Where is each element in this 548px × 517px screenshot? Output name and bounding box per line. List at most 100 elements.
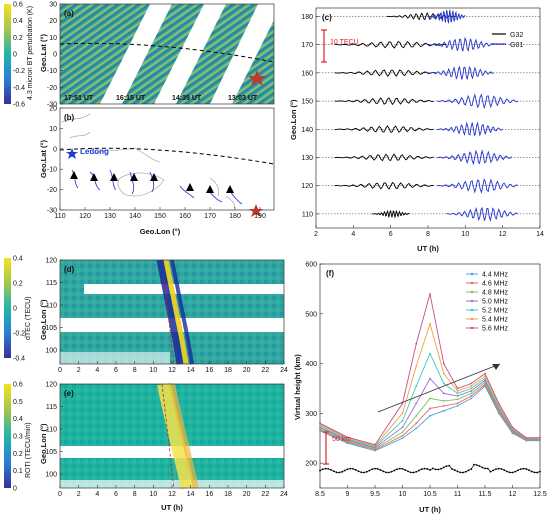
panel-f-xlabel: UT (h) (419, 505, 441, 514)
panel-b-xlabel: Geo.Lon (°) (140, 227, 181, 236)
ytick-label: 20 (49, 18, 57, 25)
xtick-label: 4 (95, 491, 99, 498)
tec-trace (334, 69, 438, 77)
xtick-label: 110 (54, 213, 65, 220)
legend-label: 4.8 MHz (482, 290, 509, 297)
ytick-label: 300 (305, 411, 317, 418)
panel-f-lines (319, 292, 541, 452)
ytick-label: 0 (53, 146, 57, 153)
ytick-label: 10 (49, 35, 57, 42)
tec-trace (427, 9, 466, 25)
xtick-label: 4 (351, 231, 355, 238)
legend-g01: G01 (510, 42, 523, 49)
xtick-label: 16 (205, 367, 213, 374)
height-trace (319, 464, 541, 473)
ytick-label: 180 (301, 14, 313, 21)
xtick-label: 12 (499, 231, 507, 238)
satellite-marker (150, 173, 158, 181)
ytick-label: 115 (46, 404, 57, 411)
xtick-label: 10.5 (423, 491, 437, 498)
panel-c-xticks: 2 4 6 8 10 12 14 (314, 225, 544, 238)
ionogram-point (442, 404, 445, 407)
tec-trace (334, 125, 434, 133)
ionogram-point (415, 427, 418, 430)
ionogram-point (470, 382, 473, 385)
ionogram-point (470, 395, 473, 397)
ytick-label: 115 (46, 280, 57, 287)
ionogram-point (539, 436, 541, 439)
tec-trace (334, 153, 434, 162)
panel-d-xticks: 0 2 4 6 8 10 12 14 16 18 20 22 24 (58, 361, 288, 374)
satellite-marker (206, 185, 214, 193)
ionogram-point (415, 385, 418, 387)
xtick-label: 10 (399, 491, 407, 498)
colorbar-tick-label: 0 (13, 52, 17, 59)
ionogram-point (456, 390, 459, 392)
ionogram-point (470, 385, 473, 387)
legend-label: 5.0 MHz (482, 299, 509, 306)
ionogram-point (456, 395, 459, 397)
satellite-markers (70, 171, 234, 193)
xtick-label: 8.5 (315, 491, 325, 498)
xtick-label: 0 (58, 367, 62, 374)
ionogram-point (401, 434, 404, 437)
ionogram-point (456, 392, 459, 395)
xtick-label: 11 (454, 491, 461, 498)
tec-trace (446, 206, 518, 223)
scale-bar-10tecu: 10 TECU (321, 29, 359, 63)
xtick-label: 2 (314, 231, 318, 238)
panel-e-xticks: 0 2 4 6 8 10 12 14 16 18 20 22 24 (58, 485, 288, 498)
colorbar-a-label: 4.3 micron BT perturbation (K) (27, 6, 34, 100)
ytick-label: -20 (47, 187, 57, 194)
xtick-label: 2 (77, 367, 81, 374)
colorbar-a (4, 4, 11, 104)
ionogram-point (374, 443, 376, 446)
xtick-label: 6 (114, 491, 118, 498)
tec-trace (437, 93, 518, 110)
xtick-label: 10 (149, 491, 157, 498)
tec-trace (437, 121, 503, 137)
ionogram-point (415, 365, 418, 367)
xtick-label: 14 (187, 367, 195, 374)
xtick-label: 22 (261, 491, 269, 498)
panel-e-xlabel: UT (h) (161, 503, 183, 512)
ionogram-point (511, 426, 514, 429)
colorbar-tick-label: 0 (13, 486, 17, 493)
ionogram-point (456, 402, 459, 405)
ionogram-point (401, 431, 404, 434)
ionogram-point (429, 377, 431, 380)
panel-a: 0.6 0.4 0.2 0 -0.2 -0.4 -0.6 4.3 micron BT per… (4, 2, 275, 109)
ytick-label: 150 (301, 99, 313, 106)
panel-f-xticks: 8.5 9 9.5 10 10.5 11 11.5 12 12.5 (315, 485, 547, 498)
ytick-label: 105 (45, 325, 57, 332)
colorbar-tick-label: -0.2 (13, 331, 25, 338)
ionogram-point (442, 409, 445, 412)
time-label-3: 14:39 UT (172, 95, 202, 102)
ytick-label: 600 (305, 262, 317, 269)
ledong-label: Ledong (80, 147, 109, 156)
xtick-label: 6 (114, 367, 118, 374)
panel-c-label: (c) (322, 13, 332, 22)
legend-label: 5.6 MHz (482, 326, 509, 333)
tec-trace (437, 149, 513, 166)
colorbar-tick-label: 0.4 (13, 18, 23, 25)
xtick-label: 11.5 (478, 491, 491, 498)
colorbar-tick-label: 0.5 (13, 399, 23, 406)
ionogram-point (470, 390, 473, 392)
xtick-label: 160 (179, 213, 191, 220)
colorbar-e-ticks: 0.6 0.5 0.4 0.3 0.2 0.1 0 (13, 382, 23, 493)
panel-f: 50 km 4.4 MHz 4.6 MHz 4.8 MHz 5.0 MHz 5.2 MH… (293, 262, 547, 515)
ionogram-line (319, 383, 540, 451)
ytick-label: -30 (47, 102, 57, 109)
panel-c-ylabel: Geo.Lon (°) (289, 99, 298, 140)
legend-f: 4.4 MHz 4.6 MHz 4.8 MHz 5.0 MHz 5.2 MHz 5.4 M… (466, 272, 509, 333)
tec-trace (334, 181, 434, 190)
legend-label: 4.6 MHz (482, 281, 509, 288)
time-label-2: 16:15 UT (116, 95, 146, 102)
ionogram-point (442, 382, 445, 385)
ytick-label: 170 (301, 42, 313, 49)
xtick-label: 12 (168, 491, 176, 498)
time-label-1: 17:51 UT (64, 95, 94, 102)
colorbar-e (4, 384, 11, 488)
